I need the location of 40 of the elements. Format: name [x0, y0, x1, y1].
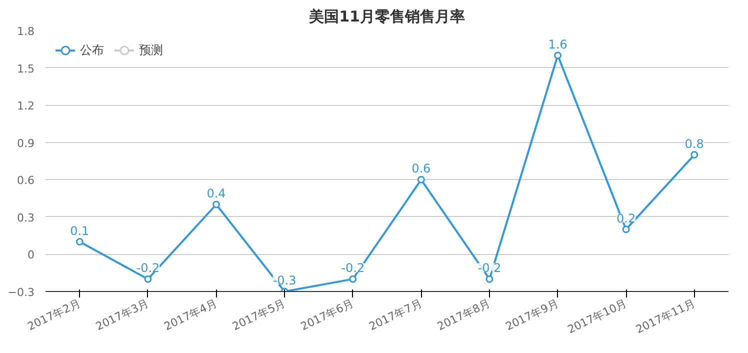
- data-label: -0.2: [136, 261, 160, 276]
- x-tick-label: 2017年4月: [162, 296, 220, 334]
- legend-label: 公布: [80, 42, 104, 58]
- legend-label: 预测: [139, 42, 163, 58]
- x-tick-label: 2017年2月: [26, 296, 82, 334]
- x-tick-label: 2017年8月: [435, 296, 492, 334]
- x-tick-label: 2017年5月: [230, 296, 288, 334]
- data-label: 0.8: [684, 136, 704, 151]
- data-label: 0.2: [616, 211, 636, 226]
- y-tick-label: 1.2: [17, 100, 35, 113]
- point: [212, 200, 220, 208]
- y-tick-label: −0.3: [8, 286, 35, 299]
- chart-title: 美国11月零售销售月率: [308, 8, 465, 26]
- point: [622, 226, 630, 234]
- point: [554, 52, 562, 60]
- point: [690, 151, 698, 159]
- y-tick-label: 0.9: [17, 136, 35, 150]
- y-tick-label: 0.3: [17, 211, 35, 224]
- data-label: -0.2: [478, 261, 502, 276]
- data-label: 0.4: [206, 186, 226, 200]
- x-tick-label: 2017年10月: [566, 296, 629, 336]
- data-label: -0.2: [341, 261, 365, 276]
- x-tick-label: 2017年9月: [504, 296, 561, 334]
- point: [486, 275, 494, 283]
- data-label: 1.6: [548, 37, 568, 52]
- point: [417, 176, 425, 184]
- x-tick-label: 2017年6月: [298, 296, 356, 334]
- x-tick-label: 2017年3月: [94, 296, 151, 334]
- y-tick-label: 0: [28, 248, 34, 262]
- point: [76, 238, 84, 246]
- x-tick-label: 2017年7月: [367, 296, 424, 334]
- x-tick-label: 2017年11月: [634, 296, 698, 336]
- data-label: 0.1: [70, 224, 90, 238]
- data-label: 0.6: [412, 162, 431, 176]
- data-label: -0.3: [272, 274, 296, 288]
- point: [349, 275, 357, 283]
- y-tick-label: 1.5: [17, 62, 35, 76]
- y-tick-label: 1.8: [17, 25, 35, 38]
- y-tick-label: 0.6: [17, 174, 35, 188]
- point: [144, 275, 152, 283]
